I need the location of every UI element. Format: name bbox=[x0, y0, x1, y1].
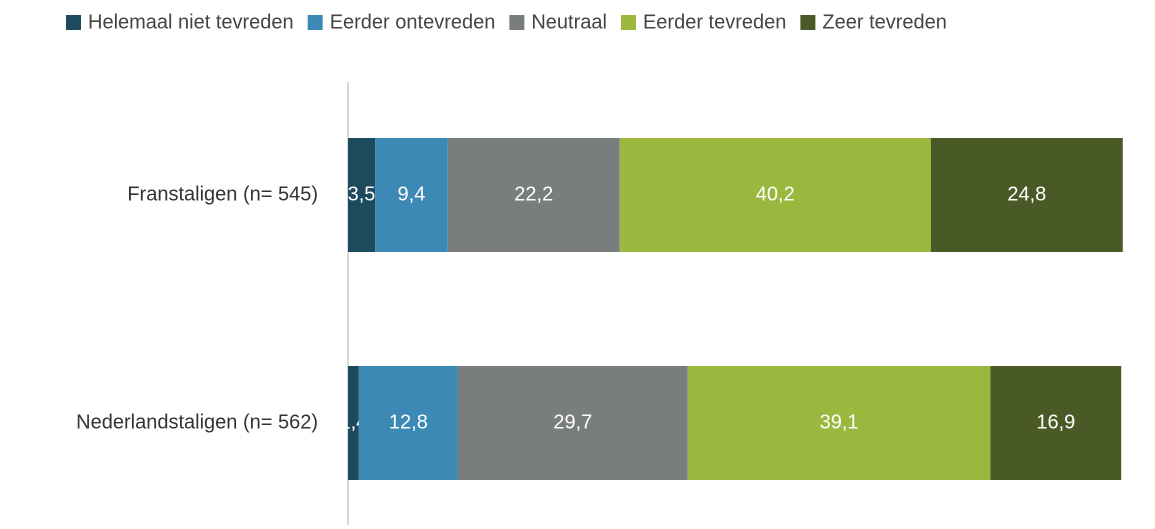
bar-segment bbox=[348, 138, 376, 252]
category-label: Franstaligen (n= 545) bbox=[127, 183, 318, 205]
legend-swatch bbox=[620, 15, 636, 30]
bar-segment bbox=[619, 138, 931, 252]
legend-swatch bbox=[307, 15, 323, 30]
bar-segment bbox=[447, 138, 620, 252]
legend-swatch bbox=[509, 15, 525, 30]
bar-segment bbox=[348, 366, 359, 480]
bar-segment bbox=[990, 366, 1122, 480]
data-label: 40,2 bbox=[756, 183, 795, 205]
legend-label: Eerder tevreden bbox=[643, 11, 786, 33]
legend-label: Eerder ontevreden bbox=[330, 11, 496, 33]
data-label: 3,5 bbox=[348, 183, 376, 205]
data-label: 39,1 bbox=[820, 411, 859, 433]
bar-segment bbox=[358, 366, 458, 480]
data-label: 22,2 bbox=[514, 183, 553, 205]
legend-label: Zeer tevreden bbox=[822, 11, 947, 33]
bar-segment bbox=[687, 366, 991, 480]
data-label: 9,4 bbox=[398, 183, 426, 205]
data-label: 29,7 bbox=[553, 411, 592, 433]
data-label: 16,9 bbox=[1036, 411, 1075, 433]
category-label: Nederlandstaligen (n= 562) bbox=[76, 411, 318, 433]
bar-segment bbox=[930, 138, 1123, 252]
bar-segment bbox=[375, 138, 448, 252]
data-label: 12,8 bbox=[389, 411, 428, 433]
legend-swatch bbox=[800, 15, 816, 30]
legend-label: Neutraal bbox=[531, 11, 607, 33]
data-label: 24,8 bbox=[1007, 183, 1046, 205]
bar-segment bbox=[457, 366, 688, 480]
legend-label: Helemaal niet tevreden bbox=[88, 11, 294, 33]
legend-swatch bbox=[66, 15, 81, 30]
